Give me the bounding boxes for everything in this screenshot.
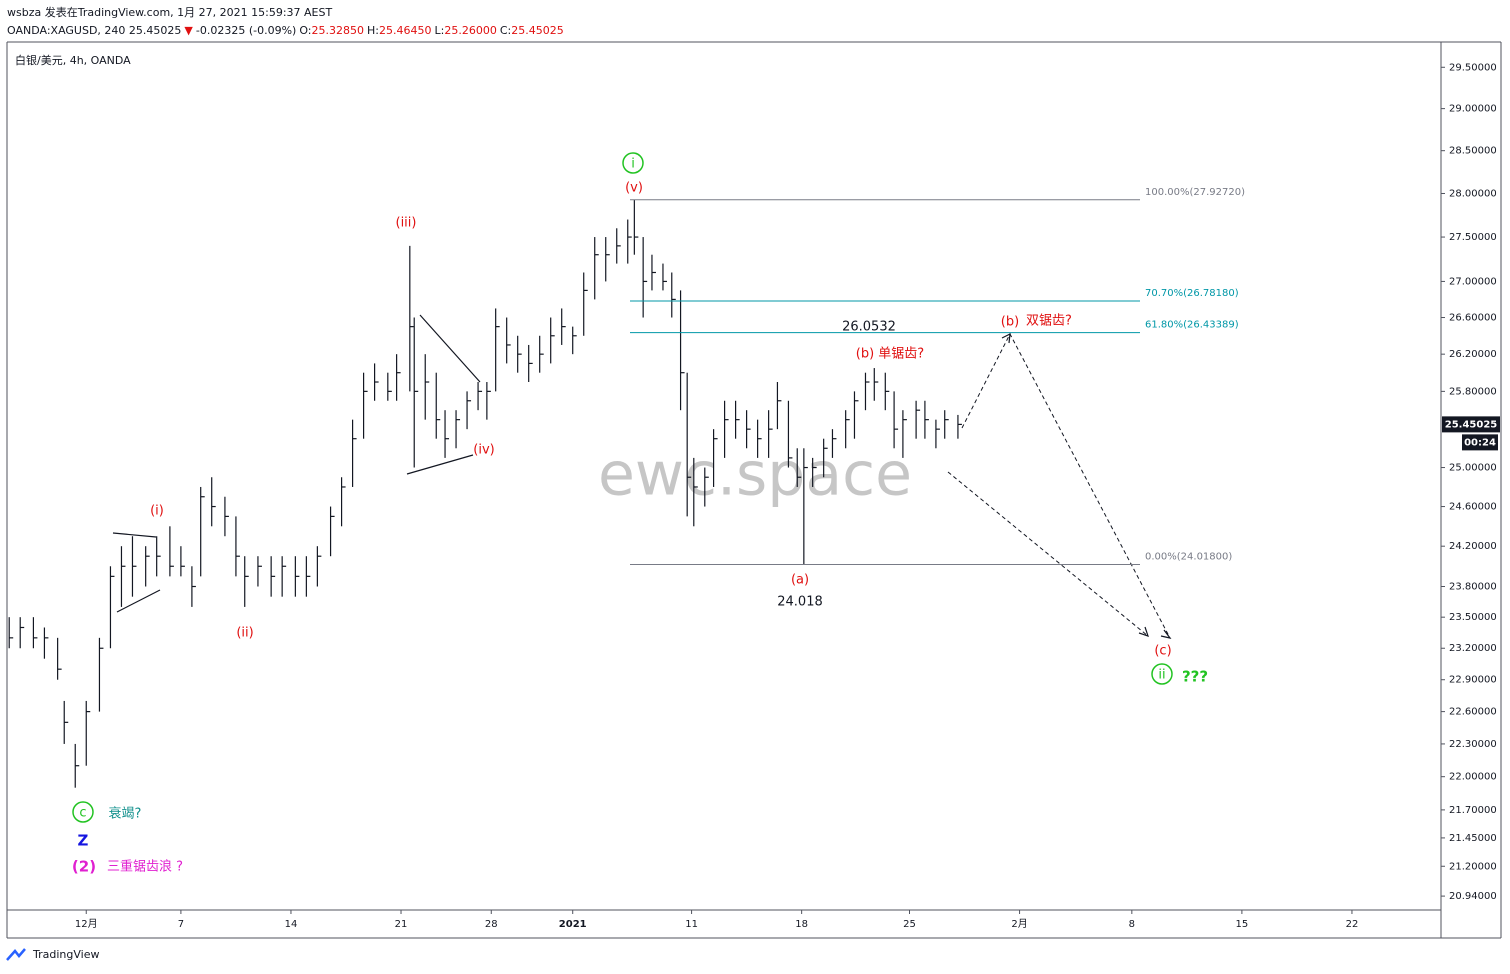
header-symbol: OANDA:XAGUSD, 240 25.45025 ▼ -0.02325 (-0.…: [7, 24, 564, 37]
wave-label: (iv): [473, 443, 494, 458]
projection-path: [947, 471, 1149, 637]
drawings: [112, 314, 1172, 639]
header-line: wsbza 发表在TradingView.com, 1月 27, 2021 15…: [7, 5, 332, 19]
fib-label: 70.70%(26.78180): [1145, 288, 1239, 299]
symbol: OANDA:XAGUSD, 240 25.45025: [7, 24, 181, 37]
y-tick-label: 23.50000: [1449, 612, 1497, 623]
wave-label: Z: [78, 832, 89, 850]
x-tick-label: 15: [1236, 919, 1249, 930]
x-tick-label: 22: [1346, 919, 1359, 930]
y-tick-label: 29.00000: [1449, 104, 1497, 115]
y-tick-label: 27.00000: [1449, 276, 1497, 287]
chart-title: 白银/美元, 4h, OANDA: [15, 53, 131, 67]
x-tick-label: 21: [395, 919, 408, 930]
x-tick-label: 2021: [559, 919, 587, 930]
y-tick-label: 25.80000: [1449, 386, 1497, 397]
x-tick-label: 14: [285, 919, 298, 930]
countdown-box: [1462, 434, 1498, 451]
y-tick-label: 24.60000: [1449, 502, 1497, 513]
fib-label: 100.00%(27.92720): [1145, 187, 1245, 198]
y-tick-label: 23.80000: [1449, 582, 1497, 593]
wave-label: i: [631, 157, 635, 172]
trendline: [406, 454, 474, 475]
change-arrow: ▼: [184, 24, 193, 37]
x-tick-label: 25: [903, 919, 916, 930]
y-tick-label: 26.60000: [1449, 313, 1497, 324]
countdown: 00:24: [1464, 437, 1496, 448]
ohlc-value: 25.32850: [312, 24, 365, 37]
wave-label: (b): [1001, 315, 1019, 330]
y-tick-label: 22.00000: [1449, 772, 1497, 783]
arrow-head: [1001, 332, 1011, 344]
x-tick-label: 7: [178, 919, 184, 930]
trendline: [116, 589, 161, 613]
y-tick-label: 21.45000: [1449, 833, 1497, 844]
y-tick-label: 23.20000: [1449, 643, 1497, 654]
wave-label: (iii): [396, 216, 417, 231]
arrow-head: [1160, 629, 1172, 639]
ohlc-value: 25.26000: [444, 24, 497, 37]
wave-label: ???: [1182, 668, 1208, 686]
change: -0.02325 (-0.09%): [196, 24, 296, 37]
y-tick-label: 22.30000: [1449, 739, 1497, 750]
fib-label: 0.00%(24.01800): [1145, 551, 1232, 562]
wave-label: (2): [72, 858, 96, 876]
x-tick-label: 12月: [75, 918, 98, 930]
last-price: 25.45025: [1445, 419, 1498, 430]
y-tick-label: 21.70000: [1449, 805, 1497, 816]
arrow-head: [1138, 626, 1149, 637]
ohlc-value: 25.45025: [511, 24, 564, 37]
y-tick-label: 26.20000: [1449, 349, 1497, 360]
wave-label: (v): [625, 181, 643, 196]
wave-label: (ii): [236, 626, 253, 641]
x-tick-label: 28: [485, 919, 498, 930]
x-tick-label: 18: [795, 919, 808, 930]
wave-label: (c): [1154, 644, 1171, 659]
ohlc-value: 25.46450: [379, 24, 432, 37]
ohlc-key: C:: [500, 24, 511, 37]
y-tick-label: 25.00000: [1449, 463, 1497, 474]
wave-label: ii: [1158, 668, 1165, 683]
y-tick-label: 22.90000: [1449, 675, 1497, 686]
y-tick-label: 24.20000: [1449, 541, 1497, 552]
y-tick-label: 28.50000: [1449, 146, 1497, 157]
wave-label: 三重锯齿浪 ?: [107, 859, 183, 875]
trendline: [419, 314, 481, 383]
ohlc-key: L:: [434, 24, 444, 37]
x-tick-label: 2月: [1011, 918, 1027, 930]
wave-circle: [622, 152, 644, 174]
wave-label: c: [79, 806, 86, 821]
tv-logo: TradingView: [6, 948, 99, 961]
ohlc-key: O:: [299, 24, 311, 37]
y-tick-label: 22.60000: [1449, 707, 1497, 718]
fib-label: 61.80%(26.43389): [1145, 320, 1239, 331]
wave-label: 衰竭?: [109, 806, 142, 822]
footer-brand: TradingView: [32, 948, 99, 961]
y-tick-label: 28.00000: [1449, 188, 1497, 199]
wave-label: 双锯齿?: [1026, 314, 1072, 329]
x-tick-label: 11: [685, 919, 698, 930]
wave-label: 26.0532: [842, 320, 896, 335]
logo-icon: [6, 948, 26, 961]
trendline: [112, 532, 157, 538]
y-tick-label: 29.50000: [1449, 62, 1497, 73]
wave-label: (b) 单锯齿?: [856, 347, 924, 362]
x-tick-label: 8: [1129, 919, 1135, 930]
ohlc-key: H:: [367, 24, 379, 37]
y-tick-label: 27.50000: [1449, 232, 1497, 243]
wave-circle: [1151, 663, 1173, 685]
watermark: ewc.space: [598, 440, 912, 510]
wave-label: (a): [791, 573, 809, 588]
y-tick-label: 21.20000: [1449, 861, 1497, 872]
wave-label: (i): [150, 504, 164, 519]
last-price-box: [1442, 416, 1500, 433]
wave-circle: [72, 801, 94, 823]
wave-label: 24.018: [777, 595, 823, 610]
y-tick-label: 20.94000: [1449, 891, 1497, 902]
